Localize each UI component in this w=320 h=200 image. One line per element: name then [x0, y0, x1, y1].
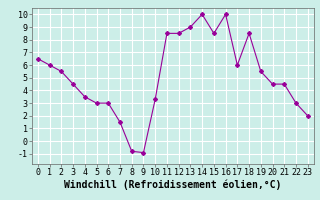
X-axis label: Windchill (Refroidissement éolien,°C): Windchill (Refroidissement éolien,°C) — [64, 180, 282, 190]
